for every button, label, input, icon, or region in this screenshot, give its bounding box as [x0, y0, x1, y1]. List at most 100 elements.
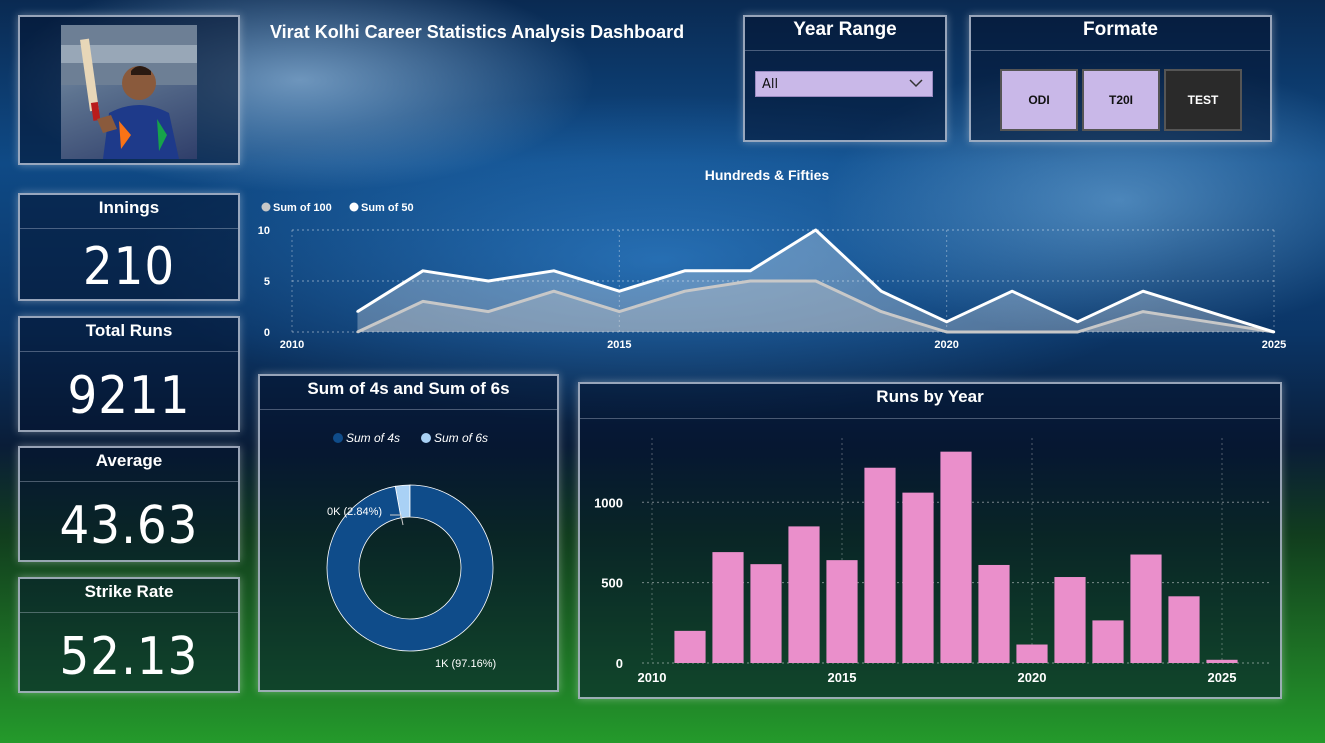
point-50 [1141, 290, 1145, 293]
bar-x-tick-label: 2015 [828, 670, 857, 685]
bar-2023 [1130, 554, 1162, 663]
y-tick-label: 10 [258, 225, 270, 237]
bar-x-tick-label: 2020 [1018, 670, 1047, 685]
point-50 [814, 228, 817, 232]
bar-2017 [902, 492, 934, 663]
player-photo-card [18, 15, 240, 165]
runs-by-year-chart: 0 500 1000 2010 2015 2020 2025 [594, 438, 1270, 685]
donut-legend-label: Sum of 6s [434, 431, 488, 445]
bar-x-tick-label: 2025 [1208, 670, 1237, 685]
point-100 [814, 279, 817, 283]
dashboard-title: Virat Kolhi Career Statistics Analysis D… [270, 22, 685, 42]
bar-2013 [750, 564, 782, 663]
format-title: Formate [971, 17, 1270, 51]
point-50 [1272, 330, 1276, 334]
point-50 [618, 290, 621, 293]
legend-marker-100 [261, 202, 271, 212]
bar-y-tick-label: 500 [601, 576, 623, 591]
donut-legend-marker [333, 433, 343, 443]
line-chart-title: Hundreds & Fifties [705, 167, 830, 183]
point-50 [1010, 290, 1014, 293]
bar-2021 [1054, 577, 1086, 663]
point-100 [356, 330, 359, 334]
total-runs-card: Total Runs 9211 [18, 316, 240, 432]
runs-by-year-card: Runs by Year 0 500 1000 2010 2015 2020 2025 [578, 382, 1282, 699]
x-tick-label: 2010 [280, 339, 304, 351]
point-50 [945, 320, 948, 323]
hundreds-fifties-chart: Hundreds & Fifties Sum of 100 Sum of 50 0 5 1… [258, 167, 1286, 351]
chevron-down-icon [909, 79, 923, 88]
year-range-selected: All [762, 77, 779, 92]
point-100 [421, 300, 425, 303]
point-100 [487, 310, 490, 313]
strike-rate-value: 52.13 [59, 627, 199, 687]
donut-slice-4s [326, 484, 494, 652]
bar-2019 [978, 564, 1010, 663]
year-range-card: Year Range All [743, 15, 947, 142]
bar-2014 [788, 526, 820, 663]
bar-2022 [1092, 620, 1124, 663]
point-100 [683, 290, 686, 293]
point-100 [1010, 330, 1014, 334]
donut-legend-label: Sum of 4s [346, 431, 400, 445]
total-runs-value: 9211 [67, 366, 191, 426]
total-runs-label: Total Runs [20, 318, 238, 352]
point-50 [487, 279, 490, 283]
bar-chart-title: Runs by Year [580, 384, 1280, 419]
donut-data-label-6s: 0K (2.84%) [327, 506, 382, 518]
point-100 [618, 310, 621, 313]
format-button-t20i[interactable]: T20I [1082, 69, 1160, 131]
point-50 [421, 269, 425, 272]
bar-x-tick-label: 2010 [638, 670, 667, 685]
player-illustration-icon [61, 25, 197, 159]
boundaries-donut-card: Sum of 4s and Sum of 6s Sum of 4s Sum of … [258, 374, 559, 692]
legend-label-50: Sum of 50 [361, 202, 414, 214]
innings-value: 210 [82, 237, 176, 297]
area-100 [357, 281, 1274, 332]
average-value: 43.63 [59, 496, 199, 556]
average-label: Average [20, 448, 238, 482]
point-100 [1141, 310, 1145, 313]
average-card: Average 43.63 [18, 446, 240, 562]
point-50 [683, 269, 686, 272]
bar-2024 [1168, 596, 1200, 663]
innings-card: Innings 210 [18, 193, 240, 301]
x-tick-label: 2015 [607, 339, 631, 351]
player-photo [61, 25, 197, 159]
bar-2025 [1206, 659, 1238, 663]
format-button-test[interactable]: TEST [1164, 69, 1242, 131]
point-100 [1207, 320, 1210, 323]
bar-2020 [1016, 644, 1048, 663]
y-tick-label: 5 [264, 276, 270, 288]
donut-title: Sum of 4s and Sum of 6s [260, 376, 557, 410]
point-50 [552, 269, 556, 272]
donut-leader-line [390, 514, 404, 526]
point-100 [749, 279, 752, 283]
y-tick-label: 0 [264, 327, 270, 339]
bar-y-tick-label: 0 [616, 656, 623, 671]
point-100 [880, 310, 883, 313]
bar-2018 [940, 451, 972, 663]
strike-rate-card: Strike Rate 52.13 [18, 577, 240, 693]
bar-2011 [674, 630, 706, 663]
donut-legend-marker [421, 433, 431, 443]
format-button-odi[interactable]: ODI [1000, 69, 1078, 131]
year-range-title: Year Range [745, 17, 945, 51]
donut-data-label-4s: 1K (97.16%) [435, 658, 496, 670]
boundaries-donut-chart: Sum of 4s Sum of 6s 0K (2.84%) 1K (97.16%) [326, 431, 496, 670]
year-range-dropdown[interactable]: All [755, 71, 933, 97]
point-50 [749, 269, 752, 272]
point-100 [552, 290, 556, 293]
bar-2016 [864, 467, 896, 663]
point-50 [880, 290, 883, 293]
point-50 [1207, 310, 1210, 313]
legend-marker-50 [349, 202, 359, 212]
format-card: Formate ODI T20I TEST [969, 15, 1272, 142]
legend-label-100: Sum of 100 [273, 202, 332, 214]
bar-2015 [826, 560, 858, 663]
point-100 [945, 330, 948, 334]
strike-rate-label: Strike Rate [20, 579, 238, 613]
x-tick-label: 2025 [1262, 339, 1286, 351]
bar-2012 [712, 552, 744, 663]
point-50 [1076, 320, 1079, 323]
